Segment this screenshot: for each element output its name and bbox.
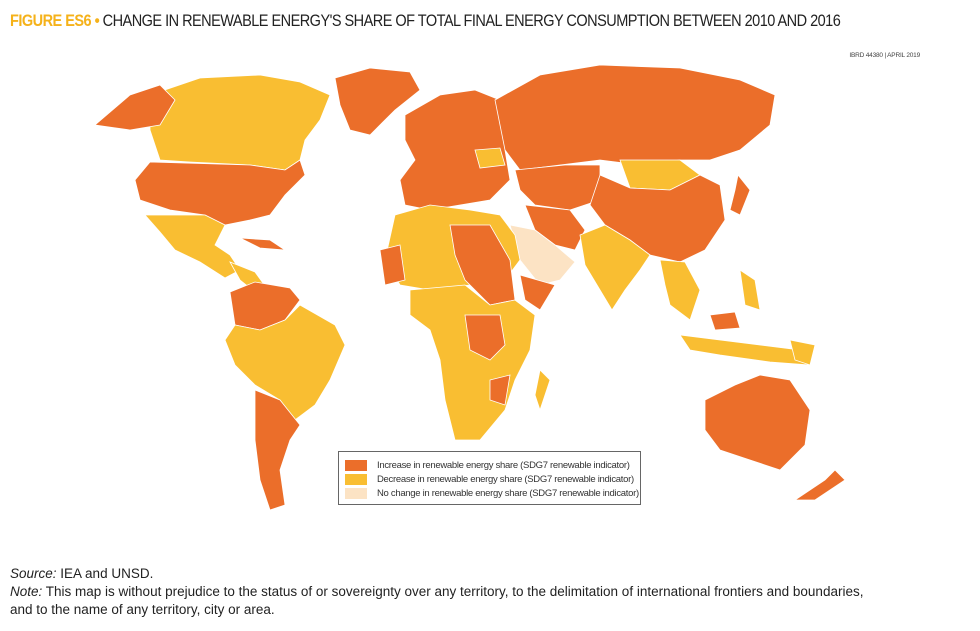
source-line: Source: IEA and UNSD. bbox=[10, 566, 153, 581]
region-philippines bbox=[739, 269, 761, 311]
note-line-1: Note: This map is without prejudice to t… bbox=[10, 584, 863, 599]
region-canada bbox=[149, 74, 331, 171]
region-india bbox=[579, 224, 651, 311]
region-australia bbox=[704, 374, 811, 471]
region-horn-africa bbox=[519, 274, 556, 311]
region-europe bbox=[399, 89, 511, 211]
source-text: IEA and UNSD. bbox=[56, 566, 154, 581]
region-central-asia bbox=[514, 164, 601, 211]
region-papua-new-guinea bbox=[789, 339, 816, 366]
legend-item-increase: Increase in renewable energy share (SDG7… bbox=[345, 458, 640, 472]
legend-label: No change in renewable energy share (SDG… bbox=[377, 487, 639, 499]
region-indonesia bbox=[679, 334, 811, 366]
title-bullet: • bbox=[94, 12, 100, 30]
region-new-zealand bbox=[793, 469, 846, 501]
region-mozambique bbox=[489, 374, 511, 406]
note-label: Note: bbox=[10, 584, 43, 599]
legend-swatch-no-change bbox=[345, 487, 367, 499]
region-greenland bbox=[334, 67, 421, 136]
world-map bbox=[94, 64, 846, 511]
note-text: This map is without prejudice to the sta… bbox=[42, 584, 864, 599]
source-label: Source: bbox=[10, 566, 57, 581]
legend-swatch-decrease bbox=[345, 473, 367, 485]
region-usa bbox=[134, 159, 306, 226]
region-central-africa bbox=[409, 284, 536, 441]
figure-title: FIGURE ES6 • CHANGE IN RENEWABLE ENERGY'… bbox=[10, 12, 841, 31]
region-brazil bbox=[224, 304, 346, 421]
region-malaysia bbox=[709, 311, 741, 331]
region-madagascar bbox=[534, 369, 551, 412]
region-saudi-arabia bbox=[509, 224, 576, 286]
legend-item-no-change: No change in renewable energy share (SDG… bbox=[345, 486, 640, 500]
note-line-2: and to the name of any territory, city o… bbox=[10, 602, 275, 617]
map-id: IBRD 44380 | APRIL 2019 bbox=[849, 52, 920, 59]
map-legend: Increase in renewable energy share (SDG7… bbox=[338, 451, 641, 505]
figure-label: FIGURE ES6 bbox=[10, 12, 92, 30]
region-drc bbox=[464, 314, 506, 361]
region-ukraine-area bbox=[474, 147, 506, 169]
title-text: CHANGE IN RENEWABLE ENERGY'S SHARE OF TO… bbox=[102, 12, 841, 30]
legend-label: Decrease in renewable energy share (SDG7… bbox=[377, 473, 634, 485]
region-caribbean bbox=[239, 237, 287, 251]
region-alaska bbox=[94, 84, 176, 131]
legend-swatch-increase bbox=[345, 459, 367, 471]
region-mauritania bbox=[379, 244, 406, 286]
legend-label: Increase in renewable energy share (SDG7… bbox=[377, 459, 630, 471]
region-russia bbox=[494, 64, 776, 171]
legend-item-decrease: Decrease in renewable energy share (SDG7… bbox=[345, 472, 640, 486]
region-japan bbox=[729, 174, 751, 216]
region-argentina bbox=[254, 389, 301, 511]
region-southeast-asia bbox=[659, 259, 701, 321]
